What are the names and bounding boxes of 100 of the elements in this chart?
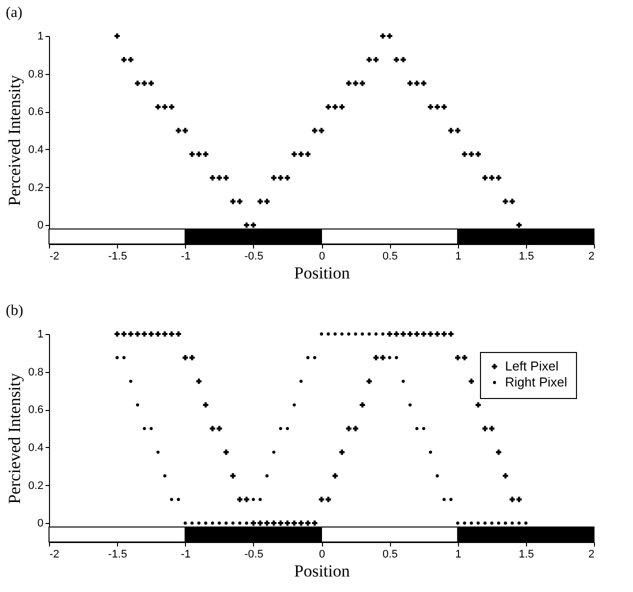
point (332, 104, 338, 110)
point (258, 198, 263, 204)
point (203, 402, 208, 408)
point (366, 378, 372, 384)
point (510, 198, 515, 204)
x-tick-label: -2 (50, 548, 60, 560)
y-tick-label: 0.4 (28, 144, 44, 156)
point (373, 56, 379, 62)
point (278, 175, 284, 180)
x-tick-label: 1 (455, 548, 462, 560)
point (326, 104, 331, 110)
point (196, 152, 202, 157)
point (366, 56, 372, 62)
point (142, 80, 148, 86)
point (196, 378, 202, 384)
point (223, 450, 229, 455)
point (346, 80, 352, 86)
point (489, 175, 494, 180)
y-tick-label: 0.6 (28, 106, 44, 118)
x-tick-label: 2 (588, 250, 594, 262)
point (407, 80, 413, 86)
point (121, 56, 127, 62)
y-tick-label: 0 (37, 220, 44, 232)
point (168, 104, 174, 110)
x-tick-label: 1.5 (518, 548, 534, 560)
point (305, 520, 311, 526)
point (182, 128, 188, 134)
point (489, 426, 494, 432)
x-tick-label: -1 (180, 250, 191, 262)
legend-label: Right Pixel (505, 374, 568, 390)
point (216, 175, 222, 180)
point (142, 331, 148, 337)
point (468, 378, 474, 384)
point (216, 426, 222, 432)
point (373, 354, 379, 360)
x-tick-label: 0.5 (382, 250, 398, 262)
point (468, 152, 474, 157)
y-tick-label: 0 (37, 518, 44, 530)
point (462, 152, 468, 157)
point (455, 128, 460, 134)
x-tick-label: 2 (588, 548, 594, 560)
point (203, 152, 208, 157)
point (162, 331, 168, 337)
point (250, 520, 256, 526)
point (189, 354, 195, 360)
point (510, 496, 515, 502)
point (352, 80, 358, 86)
y-tick-label: 1 (37, 30, 44, 42)
point (326, 496, 331, 502)
point (482, 175, 488, 180)
y-axis-title: Perceived Intensity (5, 74, 24, 206)
chart-title: (a) (6, 5, 22, 21)
x-axis-title: Position (294, 264, 350, 282)
point (298, 152, 304, 157)
y-tick-label: 0.2 (28, 480, 44, 492)
point (148, 80, 154, 86)
y-tick-label: 0.8 (28, 366, 44, 378)
point (476, 402, 481, 408)
point (114, 331, 120, 337)
point (502, 473, 508, 478)
point (496, 175, 502, 180)
point (414, 331, 420, 337)
point (223, 175, 229, 180)
x-tick-label: 1.5 (518, 250, 534, 262)
point (421, 331, 426, 337)
x-tick-label: 0 (318, 250, 326, 262)
point (305, 152, 311, 157)
point (258, 520, 263, 526)
x-tick-label: 0 (318, 548, 326, 560)
point (400, 331, 406, 337)
x-tick-label: -0.5 (244, 250, 264, 262)
x-tick-label: 0.5 (382, 548, 398, 560)
x-tick-label: -0.5 (244, 548, 264, 560)
point (162, 104, 168, 110)
point (496, 450, 502, 455)
point (386, 331, 392, 337)
x-tick-label: 1 (455, 250, 462, 262)
point (394, 56, 400, 62)
point (182, 354, 188, 360)
point (189, 152, 195, 157)
point (278, 520, 284, 526)
point (346, 426, 352, 432)
point (414, 80, 420, 86)
point (441, 104, 447, 110)
point (421, 80, 426, 86)
point (434, 104, 440, 110)
y-tick-label: 0.2 (28, 182, 44, 194)
point (380, 33, 386, 39)
chart-title: (b) (6, 303, 24, 319)
x-axis-title: Position (294, 562, 350, 580)
point (455, 354, 460, 360)
point (134, 80, 140, 86)
point (148, 331, 154, 337)
point (400, 56, 406, 62)
point (332, 473, 338, 478)
point (271, 175, 276, 180)
point (284, 175, 290, 180)
x-tick-label: -1.5 (108, 250, 128, 262)
x-tick-label: -2 (50, 250, 60, 262)
point (271, 520, 276, 526)
